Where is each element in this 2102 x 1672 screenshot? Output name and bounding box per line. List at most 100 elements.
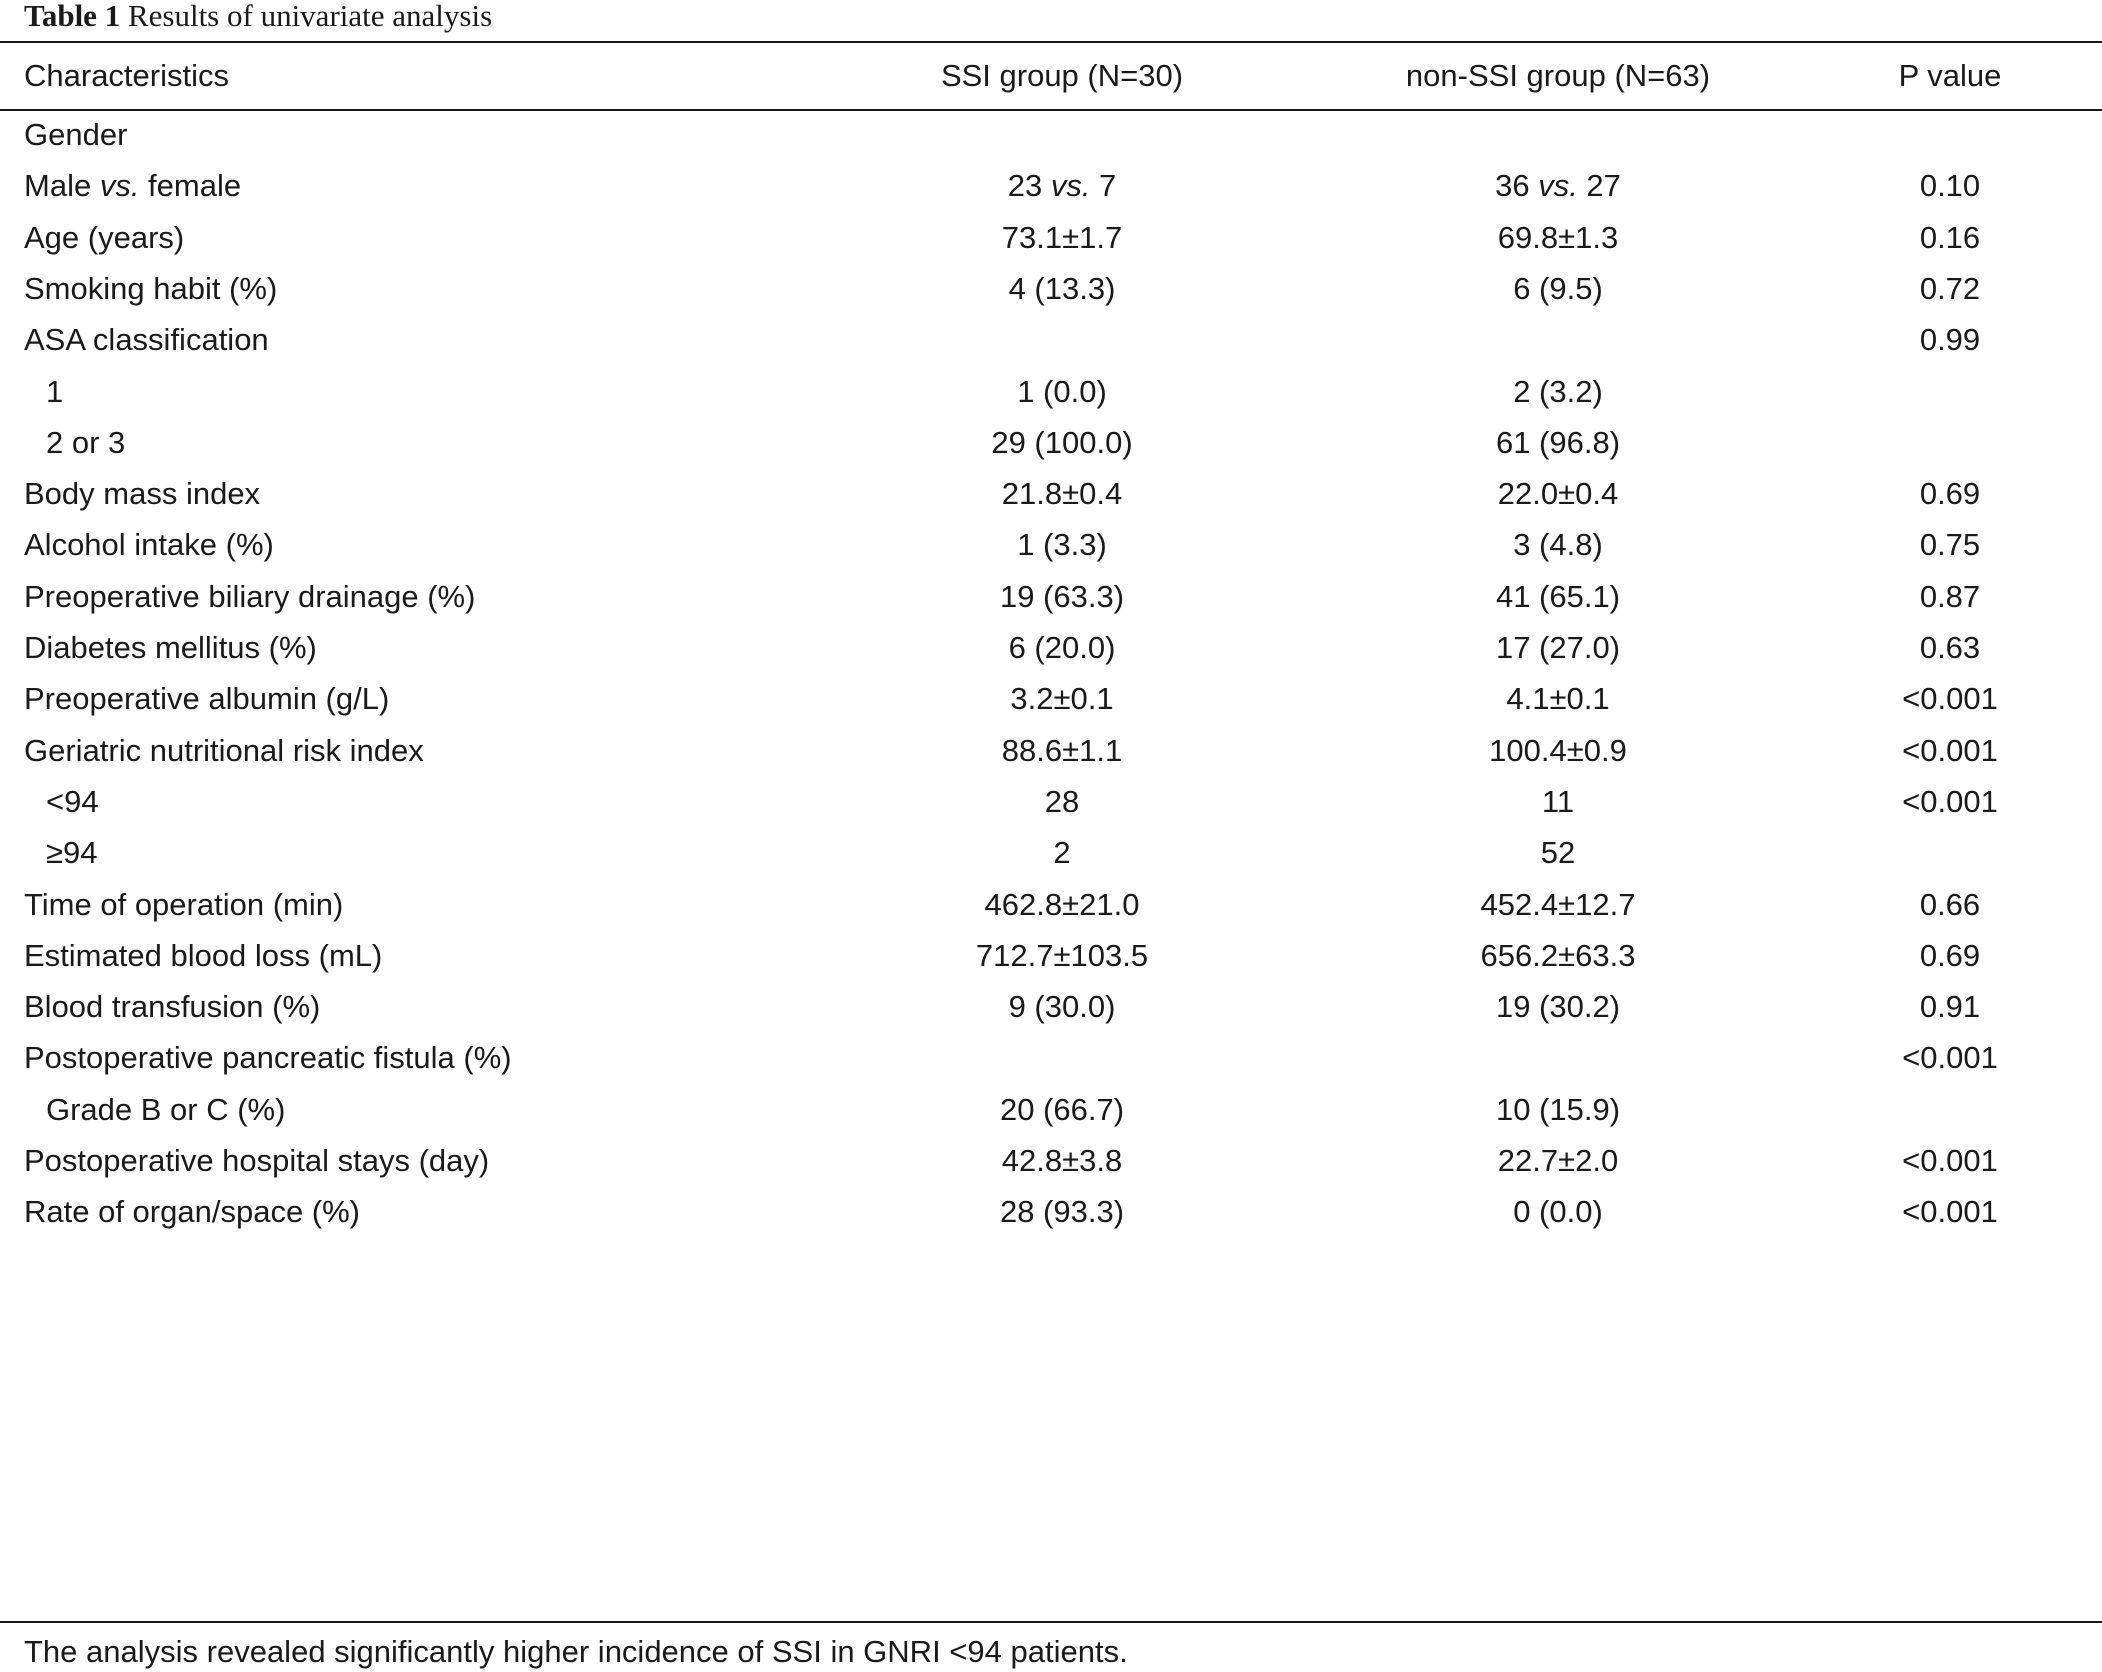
table-row: Postoperative pancreatic fistula (%) <0.0… <box>0 1023 2102 1092</box>
cell-characteristic: Body mass index <box>24 476 261 512</box>
cell-characteristic: Alcohol intake (%) <box>24 527 274 563</box>
table-label: Table 1 <box>24 0 121 33</box>
table-row: Alcohol intake (%) 1 (3.3) 3 (4.8) 0.75 <box>0 510 2102 579</box>
table-row: Postoperative hospital stays (day) 42.8±3… <box>0 1126 2102 1195</box>
cell-ssi-group: 23 vs. 7 <box>1007 168 1117 204</box>
cell-p-value: <0.001 <box>1902 1143 1998 1178</box>
header-characteristics: Characteristics <box>24 58 229 93</box>
cell-ssi-group: 1 (3.3) <box>1017 527 1107 563</box>
cell-p-value: <0.001 <box>1902 1194 1998 1230</box>
cell-non-ssi-group: 10 (15.9) <box>1495 1091 1621 1127</box>
cell-non-ssi-group: 6 (9.5) <box>1513 270 1603 306</box>
cell-ssi-group: 19 (63.3) <box>999 578 1125 614</box>
cell-characteristic: Postoperative pancreatic fistula (%) <box>24 1040 512 1076</box>
table-row: Gender <box>0 100 2102 169</box>
cell-ssi-group: 712.7±103.5 <box>975 937 1149 973</box>
table-footnote: The analysis revealed significantly high… <box>24 1634 1128 1669</box>
cell-characteristic: Male vs. female <box>24 168 242 204</box>
cell-non-ssi-group: 22.7±2.0 <box>1497 1143 1619 1178</box>
cell-non-ssi-group: 452.4±12.7 <box>1480 886 1636 922</box>
cell-p-value: <0.001 <box>1902 681 1998 717</box>
cell-p-value: 0.63 <box>1919 630 1981 665</box>
cell-p-value: 0.87 <box>1919 578 1981 614</box>
cell-characteristic: Grade B or C (%) <box>46 1091 286 1127</box>
table-row: Smoking habit (%) 4 (13.3) 6 (9.5) 0.72 <box>0 254 2102 323</box>
cell-ssi-group: 88.6±1.1 <box>1001 732 1123 768</box>
table-caption: Table 1 Results of univariate analysis <box>24 0 492 40</box>
cell-characteristic: <94 <box>46 783 99 819</box>
cell-ssi-group: 73.1±1.7 <box>1001 219 1123 255</box>
cell-ssi-group: 20 (66.7) <box>999 1091 1125 1127</box>
cell-ssi-group: 4 (13.3) <box>1008 270 1116 306</box>
bottom-rule <box>0 1621 2102 1623</box>
cell-characteristic: 1 <box>46 373 64 409</box>
header-p-value: P value <box>1898 58 2002 93</box>
cell-characteristic: Geriatric nutritional risk index <box>24 732 424 768</box>
table-row: Grade B or C (%) 20 (66.7) 10 (15.9) <box>0 1075 2102 1144</box>
cell-p-value: 0.10 <box>1919 168 1981 204</box>
cell-characteristic: 2 or 3 <box>46 424 126 460</box>
table-row: Preoperative biliary drainage (%) 19 (63.… <box>0 562 2102 631</box>
table-row: Diabetes mellitus (%) 6 (20.0) 17 (27.0) 0.… <box>0 613 2102 682</box>
table-row: <94 28 11 <0.001 <box>0 767 2102 836</box>
cell-p-value: 0.69 <box>1919 937 1981 973</box>
cell-p-value: 0.72 <box>1919 270 1981 306</box>
cell-ssi-group: 28 <box>1044 783 1080 819</box>
cell-ssi-group: 3.2±0.1 <box>1010 681 1114 717</box>
table-row: ASA classification 0.99 <box>0 305 2102 374</box>
table-row: Blood transfusion (%) 9 (30.0) 19 (30.2) 0.… <box>0 972 2102 1041</box>
cell-ssi-group: 21.8±0.4 <box>1001 476 1123 512</box>
cell-characteristic: Preoperative biliary drainage (%) <box>24 578 476 614</box>
table-row: Geriatric nutritional risk index 88.6±1.1… <box>0 716 2102 785</box>
cell-ssi-group: 2 <box>1053 835 1071 871</box>
cell-characteristic: Age (years) <box>24 219 185 255</box>
cell-non-ssi-group: 61 (96.8) <box>1495 424 1621 460</box>
cell-p-value: <0.001 <box>1902 732 1998 768</box>
header-ssi-group: SSI group (N=30) <box>940 58 1184 93</box>
cell-ssi-group: 462.8±21.0 <box>984 886 1140 922</box>
cell-ssi-group: 6 (20.0) <box>1008 630 1116 665</box>
cell-non-ssi-group: 69.8±1.3 <box>1497 219 1619 255</box>
cell-characteristic: Preoperative albumin (g/L) <box>24 681 390 717</box>
cell-characteristic: ASA classification <box>24 322 269 358</box>
cell-characteristic: Rate of organ/space (%) <box>24 1194 361 1230</box>
cell-non-ssi-group: 100.4±0.9 <box>1489 732 1627 768</box>
cell-non-ssi-group: 3 (4.8) <box>1513 527 1603 563</box>
cell-characteristic: Estimated blood loss (mL) <box>24 937 383 973</box>
cell-ssi-group: 9 (30.0) <box>1008 989 1116 1025</box>
cell-non-ssi-group: 2 (3.2) <box>1513 373 1603 409</box>
cell-characteristic: Postoperative hospital stays (day) <box>24 1143 490 1178</box>
table-row: ≥94 2 52 <box>0 818 2102 887</box>
cell-p-value: 0.75 <box>1919 527 1981 563</box>
cell-p-value: <0.001 <box>1902 1040 1998 1076</box>
header-rule <box>0 109 2102 111</box>
table-row: 1 1 (0.0) 2 (3.2) <box>0 357 2102 426</box>
top-rule <box>0 41 2102 43</box>
cell-p-value: 0.91 <box>1919 989 1981 1025</box>
cell-characteristic: Blood transfusion (%) <box>24 989 321 1025</box>
cell-characteristic: Gender <box>24 117 128 152</box>
cell-non-ssi-group: 41 (65.1) <box>1495 578 1621 614</box>
cell-characteristic: ≥94 <box>46 835 98 871</box>
cell-p-value: 0.99 <box>1919 322 1981 358</box>
cell-non-ssi-group: 4.1±0.1 <box>1506 681 1610 717</box>
cell-ssi-group: 1 (0.0) <box>1017 373 1107 409</box>
cell-ssi-group: 29 (100.0) <box>991 424 1133 460</box>
cell-p-value: 0.16 <box>1919 219 1981 255</box>
cell-non-ssi-group: 19 (30.2) <box>1495 989 1621 1025</box>
cell-non-ssi-group: 0 (0.0) <box>1513 1194 1603 1230</box>
cell-characteristic: Time of operation (min) <box>24 886 344 922</box>
cell-non-ssi-group: 22.0±0.4 <box>1497 476 1619 512</box>
cell-p-value: <0.001 <box>1902 783 1998 819</box>
cell-characteristic: Diabetes mellitus (%) <box>24 630 317 665</box>
table-row: Estimated blood loss (mL) 712.7±103.5 656.… <box>0 921 2102 990</box>
table-header: Characteristics SSI group (N=30) non-SSI… <box>0 42 2102 109</box>
cell-non-ssi-group: 52 <box>1540 835 1576 871</box>
header-non-ssi-group: non-SSI group (N=63) <box>1405 58 1711 93</box>
table-title: Results of univariate analysis <box>127 0 493 33</box>
table-row: Preoperative albumin (g/L) 3.2±0.1 4.1±0.1… <box>0 664 2102 733</box>
cell-non-ssi-group: 17 (27.0) <box>1495 630 1621 665</box>
cell-non-ssi-group: 11 <box>1541 783 1575 819</box>
cell-non-ssi-group: 36 vs. 27 <box>1495 168 1621 204</box>
table-row: Time of operation (min) 462.8±21.0 452.4±1… <box>0 870 2102 939</box>
